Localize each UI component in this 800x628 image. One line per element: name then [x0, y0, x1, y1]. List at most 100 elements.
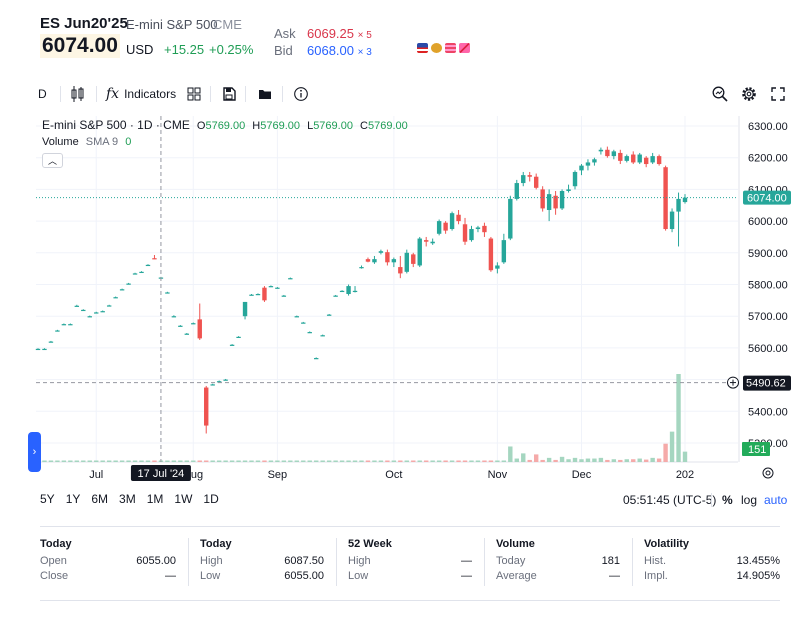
candle	[81, 309, 86, 312]
candle	[663, 165, 668, 231]
candle	[365, 257, 371, 263]
range-1d[interactable]: 1D	[203, 492, 219, 506]
candle	[482, 222, 487, 237]
stats-divider	[336, 538, 337, 586]
candle	[443, 221, 448, 234]
ask-label: Ask	[274, 26, 296, 41]
volume-bar	[404, 460, 409, 462]
candle	[326, 313, 332, 316]
candle-body	[288, 278, 293, 280]
auto-toggle[interactable]: auto	[764, 493, 788, 507]
candle	[242, 301, 248, 320]
candle-body	[533, 176, 539, 188]
candle	[178, 325, 183, 327]
candle-body	[598, 149, 604, 152]
range-6m[interactable]: 6M	[91, 492, 109, 506]
bid-label: Bid	[274, 43, 293, 58]
candle	[488, 236, 494, 272]
open-label: Open	[40, 555, 67, 567]
candle-body	[42, 348, 47, 351]
stats-divider	[188, 538, 189, 586]
price-tick-label: 6300.00	[748, 121, 788, 133]
candle	[281, 294, 287, 297]
save-button[interactable]	[221, 80, 237, 108]
candle	[372, 255, 377, 264]
fullscreen-button[interactable]	[770, 80, 786, 108]
candle-body	[579, 165, 584, 171]
candle-body	[495, 265, 500, 269]
interval-button[interactable]: D	[38, 87, 47, 101]
volume-bar	[171, 460, 177, 462]
impl-volatility-label: Impl.	[644, 570, 668, 582]
candle-body	[94, 312, 99, 314]
volume-bar	[307, 460, 312, 462]
info-icon	[294, 87, 308, 101]
candle-body	[307, 332, 312, 334]
candle-body	[592, 159, 597, 163]
range-1m[interactable]: 1M	[146, 492, 164, 506]
chevron-up-icon: ︿	[47, 156, 57, 166]
stats-title: Today	[40, 538, 72, 550]
bid-price: 6068.00 × 3	[307, 43, 372, 58]
range-5y[interactable]: 5Y	[40, 492, 55, 506]
collapse-legend-button[interactable]: ︿	[42, 153, 63, 168]
time-tick-label: 202	[676, 469, 694, 481]
candle-body	[559, 190, 565, 209]
volume-value-badge	[742, 442, 770, 456]
info-button[interactable]	[293, 80, 309, 108]
volume-bar	[533, 454, 539, 462]
candle-body	[398, 267, 403, 274]
candle	[456, 210, 461, 225]
candle	[656, 154, 662, 166]
candlestick-icon	[71, 86, 84, 102]
candle	[139, 271, 144, 274]
percent-toggle[interactable]: %	[722, 493, 733, 507]
last-price-badge	[743, 190, 791, 205]
candle	[676, 192, 681, 247]
crosshair-date-badge	[130, 465, 191, 481]
volume-bar	[152, 460, 157, 462]
symbol[interactable]: ES Jun20'25	[40, 15, 128, 32]
chart-toolbar: D fx Indicators	[0, 80, 800, 108]
candle	[61, 323, 67, 326]
volume-bar	[579, 459, 584, 462]
folder-icon	[259, 90, 271, 99]
candle	[268, 285, 274, 288]
open-button[interactable]	[257, 80, 273, 108]
candle-body	[301, 322, 306, 324]
side-panel-toggle[interactable]: ›	[28, 432, 41, 472]
candle	[643, 156, 649, 168]
candle-body	[378, 251, 384, 253]
candle-type-button[interactable]	[70, 80, 86, 108]
volume-bar	[508, 446, 513, 462]
candle	[514, 179, 519, 201]
volume-bar	[682, 451, 688, 462]
indicators-button[interactable]: fx Indicators	[106, 80, 176, 108]
candle-body	[611, 151, 617, 157]
volume-bar	[249, 460, 254, 462]
log-toggle[interactable]: log	[741, 493, 758, 507]
price-tick-label: 5900.00	[748, 248, 788, 260]
price-chart[interactable]: 6300.006200.006100.006000.005900.005800.…	[0, 112, 800, 488]
range-3m[interactable]: 3M	[119, 492, 136, 506]
clock[interactable]: 05:51:45 (UTC-5)	[623, 493, 717, 507]
last-price: 6074.00	[40, 34, 120, 58]
stats-title: Volume	[496, 538, 535, 550]
range-1y[interactable]: 1Y	[65, 492, 81, 506]
zoom-button[interactable]	[711, 80, 729, 108]
sma-label: SMA 9	[85, 136, 119, 148]
volume-bar	[527, 459, 532, 462]
range-1w[interactable]: 1W	[174, 492, 193, 506]
volume-bar	[637, 458, 642, 462]
layout-button[interactable]	[186, 80, 202, 108]
candle-body	[326, 314, 332, 316]
settings-button[interactable]	[740, 80, 758, 108]
volume-bar	[106, 460, 112, 462]
candle-body	[352, 290, 358, 293]
candle	[68, 323, 73, 326]
candle	[223, 378, 228, 381]
toolbar-divider	[60, 86, 61, 102]
candle-body	[275, 287, 280, 289]
candle-body	[100, 311, 105, 313]
candle-body	[242, 301, 248, 317]
